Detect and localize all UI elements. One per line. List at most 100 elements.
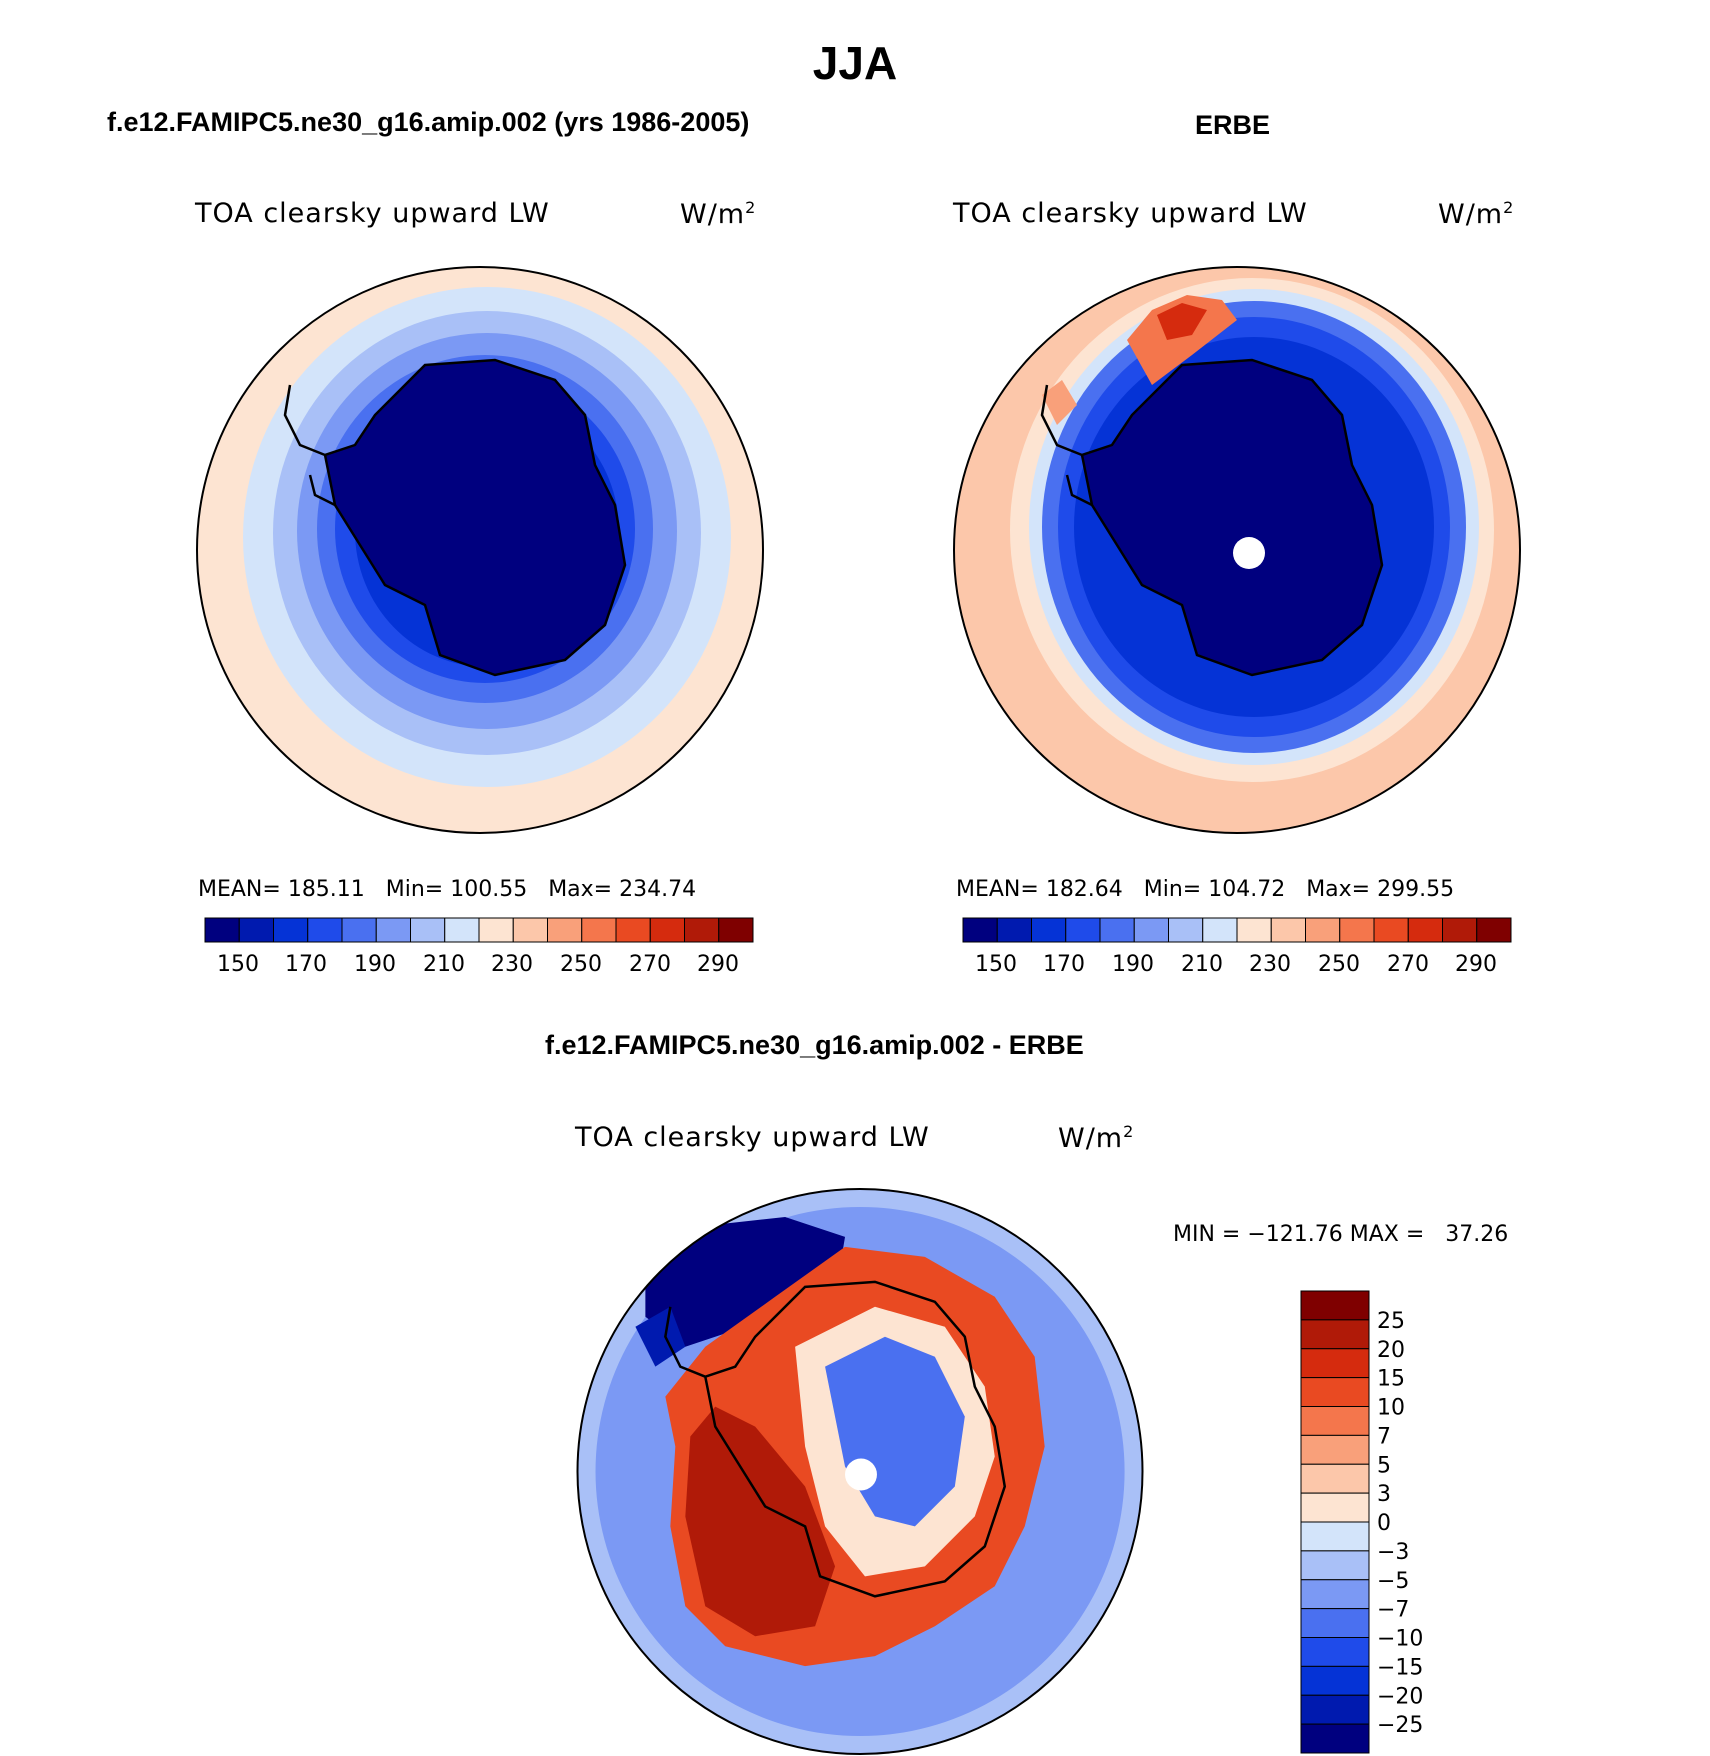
diff-colorbar-label-13: −20 [1377, 1684, 1423, 1709]
obs-tick-230: 230 [1249, 952, 1291, 977]
model-polar-map [196, 266, 764, 834]
model-antarctica-fill [325, 360, 625, 675]
diff-colorbar-swatch-11 [1300, 1608, 1370, 1638]
model-tick-170: 170 [285, 952, 327, 977]
obs-tick-270: 270 [1387, 952, 1429, 977]
obs-colorbar-swatch-0 [962, 917, 998, 943]
model-colorbar-swatch-1 [238, 917, 274, 943]
obs-tick-150: 150 [975, 952, 1017, 977]
diff-units-base: W/m [1058, 1123, 1124, 1154]
model-colorbar-swatches [204, 917, 754, 943]
diff-colorbar-label-12: −15 [1377, 1655, 1423, 1680]
diff-colorbar-swatch-14 [1300, 1694, 1370, 1725]
obs-units-base: W/m [1438, 199, 1504, 230]
diff-colorbar-swatch-3 [1300, 1377, 1370, 1407]
model-colorbar-swatch-14 [684, 917, 720, 943]
model-coastline [283, 358, 627, 677]
diff-polar-map [576, 1187, 1144, 1756]
obs-colorbar-swatch-3 [1065, 917, 1101, 943]
diff-units-exp: 2 [1123, 1122, 1135, 1141]
model-map-border [196, 266, 764, 834]
model-tick-150: 150 [217, 952, 259, 977]
diff-colorbar-swatch-15 [1300, 1723, 1370, 1754]
obs-antarctica-fill [1082, 360, 1382, 675]
diff-colorbar-label-6: 3 [1377, 1482, 1391, 1507]
model-colorbar-swatch-13 [649, 917, 685, 943]
model-colorbar-swatch-12 [615, 917, 651, 943]
obs-colorbar-swatch-6 [1168, 917, 1204, 943]
diff-colorbar-label-2: 15 [1377, 1367, 1405, 1392]
obs-stats: MEAN= 182.64 Min= 104.72 Max= 299.55 [956, 877, 1455, 902]
diff-coastline [664, 1280, 1007, 1598]
diff-colorbar-swatch-6 [1300, 1463, 1370, 1494]
model-colorbar-swatch-8 [478, 917, 514, 943]
diff-colorbar-swatch-9 [1300, 1550, 1370, 1581]
obs-colorbar-swatch-5 [1133, 917, 1169, 943]
diff-panel-heading: f.e12.FAMIPC5.ne30_g16.amip.002 - ERBE [545, 1030, 1084, 1060]
obs-units-exp: 2 [1503, 198, 1515, 217]
model-colorbar-swatch-5 [375, 917, 411, 943]
model-tick-210: 210 [423, 952, 465, 977]
obs-warm-core [1157, 303, 1207, 340]
diff-polar-hole [845, 1458, 877, 1491]
diff-colorbar-swatch-7 [1300, 1492, 1370, 1523]
diff-stats: MIN = −121.76 MAX = 37.26 [1173, 1222, 1509, 1247]
model-panel-heading: f.e12.FAMIPC5.ne30_g16.amip.002 (yrs 198… [107, 107, 750, 137]
model-colorbar-swatch-7 [444, 917, 480, 943]
model-colorbar-ticks: 150 170 190 210 230 250 270 290 [204, 952, 754, 982]
model-tick-230: 230 [491, 952, 533, 977]
diff-variable-label: TOA clearsky upward LW [575, 1122, 930, 1153]
diff-colorbar-label-10: −7 [1377, 1598, 1409, 1623]
diff-colorbar-label-0: 25 [1377, 1309, 1405, 1334]
obs-colorbar-swatch-1 [996, 917, 1032, 943]
model-units-label: W/m2 [680, 198, 756, 230]
obs-panel-heading: ERBE [1195, 110, 1271, 140]
diff-colorbar-swatch-10 [1300, 1579, 1370, 1610]
model-colorbar-swatch-11 [581, 917, 617, 943]
obs-colorbar-swatch-11 [1339, 917, 1375, 943]
diff-colorbar-label-5: 5 [1377, 1453, 1391, 1478]
diff-cold-patch [645, 1216, 846, 1347]
obs-colorbar-swatch-13 [1407, 917, 1443, 943]
obs-colorbar [962, 917, 1512, 943]
diff-colorbar-swatch-13 [1300, 1665, 1370, 1696]
obs-colorbar-swatch-9 [1270, 917, 1306, 943]
diff-colorbar-label-1: 20 [1377, 1338, 1405, 1363]
diff-units-label: W/m2 [1058, 1122, 1134, 1154]
obs-tick-290: 290 [1455, 952, 1497, 977]
diff-colorbar-swatch-12 [1300, 1637, 1370, 1667]
model-tick-190: 190 [354, 952, 396, 977]
obs-variable-label: TOA clearsky upward LW [953, 198, 1308, 229]
model-tick-250: 250 [560, 952, 602, 977]
diff-colorbar-labels: 25 20 15 10 7 5 3 0 −3 −5 −7 −10 −15 −20 −25 [1377, 1309, 1423, 1738]
obs-map-border [953, 266, 1521, 834]
model-variable-label: TOA clearsky upward LW [195, 198, 550, 229]
model-colorbar-swatch-6 [410, 917, 446, 943]
model-tick-270: 270 [629, 952, 671, 977]
obs-colorbar-swatch-14 [1442, 917, 1478, 943]
obs-colorbar-swatch-15 [1476, 917, 1512, 943]
diff-colorbar-swatch-0 [1300, 1290, 1370, 1321]
diff-colorbar-swatches [1300, 1290, 1370, 1754]
diff-colorbar: 25 20 15 10 7 5 3 0 −3 −5 −7 −10 −15 −20 −25 [1300, 1290, 1423, 1754]
diff-colorbar-label-9: −5 [1377, 1569, 1409, 1594]
diff-colorbar-swatch-4 [1300, 1406, 1370, 1436]
diff-colorbar-label-3: 10 [1377, 1396, 1405, 1421]
model-units-base: W/m [680, 199, 746, 230]
obs-warm-patch-west [1042, 380, 1077, 425]
model-colorbar-swatch-3 [307, 917, 343, 943]
diff-colorbar-swatch-1 [1300, 1319, 1370, 1350]
model-colorbar-swatch-10 [547, 917, 583, 943]
model-colorbar-swatch-9 [512, 917, 548, 943]
obs-colorbar-swatch-12 [1373, 917, 1409, 943]
obs-colorbar-swatch-4 [1099, 917, 1135, 943]
diff-colorbar-swatch-8 [1300, 1521, 1370, 1552]
model-colorbar [204, 917, 754, 943]
diff-colorbar-label-7: 0 [1377, 1511, 1391, 1536]
model-colorbar-swatch-4 [341, 917, 377, 943]
obs-colorbar-ticks: 150 170 190 210 230 250 270 290 [962, 952, 1512, 982]
obs-tick-170: 170 [1043, 952, 1085, 977]
obs-coastline [1040, 358, 1384, 677]
obs-colorbar-swatch-10 [1305, 917, 1341, 943]
obs-colorbar-swatch-2 [1031, 917, 1067, 943]
